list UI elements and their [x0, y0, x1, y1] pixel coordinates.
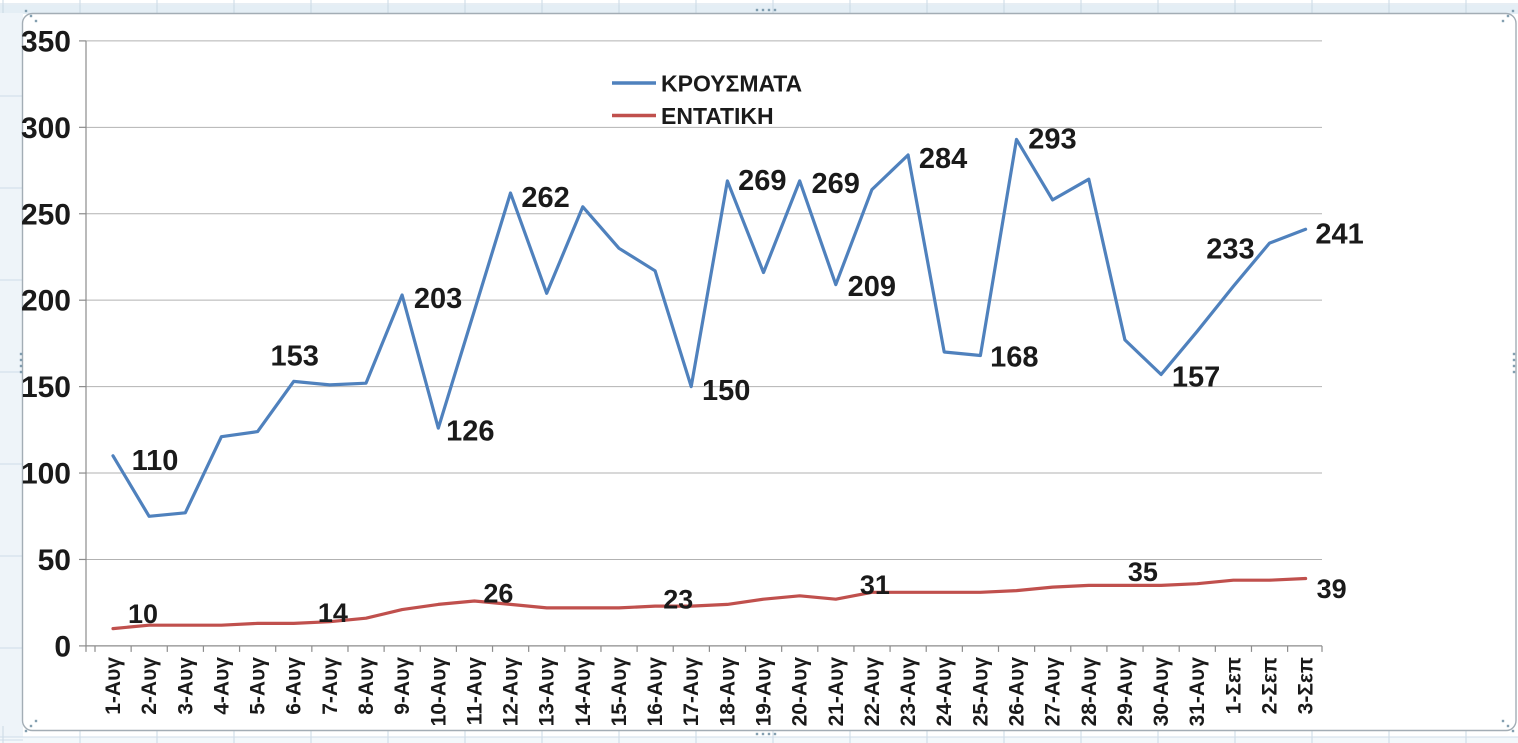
data-label: 10: [128, 599, 158, 629]
data-label: 14: [318, 598, 348, 628]
x-tick-label: 12-Αυγ: [500, 657, 523, 727]
x-tick-label: 18-Αυγ: [716, 657, 739, 727]
x-tick-label: 4-Αυγ: [210, 657, 233, 715]
x-tick-label: 5-Αυγ: [247, 657, 270, 715]
data-label: 168: [990, 342, 1038, 374]
chart-frame[interactable]: [21, 12, 1517, 732]
y-axis-labels: 0 50 100 150 200 250 300 350: [21, 25, 71, 663]
x-tick-label: 19-Αυγ: [753, 657, 776, 727]
x-tick-label: 24-Αυγ: [933, 657, 956, 727]
x-tick-label: 23-Αυγ: [897, 657, 920, 727]
y-tick-label: 350: [21, 25, 71, 58]
data-labels-cases: 110 153 203 126 262 150 269 269 209 284 168 293 157 2…: [132, 124, 1364, 477]
chart-selection-handles[interactable]: [19, 8, 1516, 736]
x-tick-label: 16-Αυγ: [644, 657, 667, 727]
x-tick-label: 26-Αυγ: [1006, 657, 1029, 727]
data-label: 35: [1128, 557, 1158, 587]
x-tick-label: 15-Αυγ: [608, 657, 631, 727]
legend-label-cases[interactable]: ΚΡΟΥΣΜΑΤΑ: [661, 71, 802, 97]
x-tick-label: 9-Αυγ: [391, 657, 414, 715]
plot-gridlines: [86, 40, 1322, 560]
x-tick-label: 27-Αυγ: [1042, 657, 1065, 727]
x-tick-label: 7-Αυγ: [319, 657, 342, 715]
data-label: 233: [1206, 233, 1254, 265]
data-label: 157: [1172, 362, 1220, 394]
legend-label-icu[interactable]: ΕΝΤΑΤΙΚΗ: [661, 103, 774, 129]
legend[interactable]: ΚΡΟΥΣΜΑΤΑ ΕΝΤΑΤΙΚΗ: [612, 71, 802, 130]
data-label: 209: [848, 271, 896, 303]
x-tick-label: 13-Αυγ: [536, 657, 559, 727]
x-tick-label: 8-Αυγ: [355, 657, 378, 715]
data-label: 153: [271, 341, 319, 373]
data-label: 39: [1317, 574, 1347, 604]
data-label: 203: [414, 283, 462, 315]
data-label: 241: [1315, 218, 1363, 250]
x-tick-label: 17-Αυγ: [680, 657, 703, 727]
x-axis-labels: 1-Αυγ 2-Αυγ 3-Αυγ 4-Αυγ 5-Αυγ 6-Αυγ 7-Αυγ 8-Αυγ…: [102, 657, 1318, 727]
x-tick-label: 6-Αυγ: [283, 657, 306, 715]
axes: [79, 40, 1323, 652]
y-tick-label: 0: [54, 630, 71, 663]
x-tick-label: 3-Αυγ: [174, 657, 197, 715]
x-tick-label: 31-Αυγ: [1186, 657, 1209, 727]
data-label: 293: [1028, 124, 1076, 156]
data-label: 262: [521, 182, 569, 214]
x-tick-label: 29-Αυγ: [1114, 657, 1137, 727]
y-tick-label: 50: [38, 544, 71, 577]
y-tick-label: 300: [21, 112, 71, 145]
data-label: 31: [860, 570, 890, 600]
x-tick-label: 30-Αυγ: [1150, 657, 1173, 727]
x-tick-label: 11-Αυγ: [463, 657, 486, 726]
x-tick-label: 1-Αυγ: [102, 657, 125, 715]
data-label: 110: [132, 445, 179, 477]
y-tick-label: 250: [21, 198, 71, 231]
x-tick-label: 10-Αυγ: [427, 657, 450, 727]
data-label: 23: [663, 585, 693, 615]
x-tick-label: 20-Αυγ: [789, 657, 812, 727]
data-label: 150: [702, 375, 750, 407]
x-tick-label: 3-Σεπ: [1295, 657, 1318, 714]
data-label: 269: [738, 165, 786, 197]
x-tick-label: 25-Αυγ: [969, 657, 992, 727]
data-label: 284: [919, 143, 967, 175]
series-line-icu[interactable]: [111, 576, 1308, 631]
data-label: 126: [446, 415, 494, 447]
y-tick-label: 150: [21, 371, 71, 404]
x-tick-label: 14-Αυγ: [572, 657, 595, 727]
y-tick-label: 100: [21, 458, 71, 491]
x-tick-label: 21-Αυγ: [825, 657, 848, 727]
x-tick-label: 1-Σεπ: [1222, 657, 1245, 714]
data-label: 269: [811, 168, 859, 200]
series-line-cases[interactable]: [111, 137, 1308, 518]
x-tick-label: 2-Αυγ: [138, 657, 161, 715]
data-labels-icu: 10 14 26 23 31 35 39: [128, 557, 1347, 629]
x-tick-label: 2-Σεπ: [1258, 657, 1281, 714]
x-tick-label: 28-Αυγ: [1078, 657, 1101, 727]
y-tick-label: 200: [21, 285, 71, 318]
x-tick-label: 22-Αυγ: [861, 657, 884, 727]
data-label: 26: [483, 578, 513, 608]
